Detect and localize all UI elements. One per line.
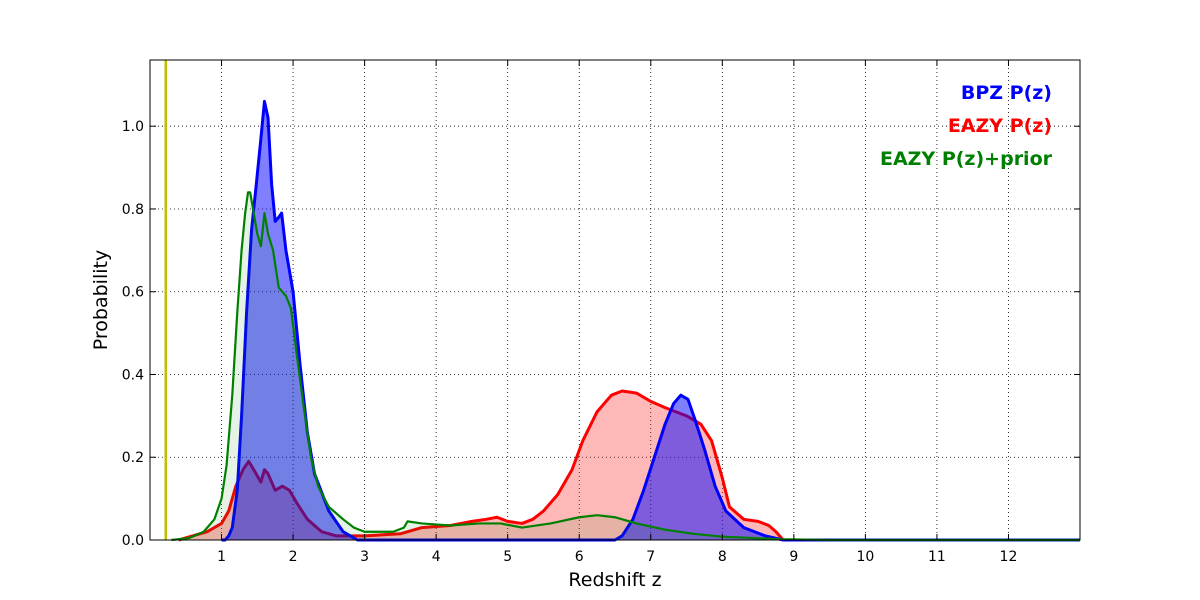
y-axis-label: Probability xyxy=(90,250,112,350)
x-tick-label: 2 xyxy=(289,549,298,565)
x-tick-label: 1 xyxy=(217,549,226,565)
legend-entry: EAZY P(z)+prior xyxy=(880,148,1053,170)
x-tick-label: 4 xyxy=(432,549,441,565)
y-tick-label: 0.4 xyxy=(122,367,144,383)
plot-area xyxy=(164,60,1081,542)
x-tick-label: 5 xyxy=(503,549,512,565)
y-tick-label: 0.6 xyxy=(122,285,144,301)
bpz-p-z-fill xyxy=(221,101,1081,540)
y-tick-label: 1.0 xyxy=(122,119,144,135)
grid-lines xyxy=(150,60,1080,541)
y-tick-label: 0.2 xyxy=(122,450,144,466)
x-tick-label: 12 xyxy=(1000,549,1018,565)
x-tick-label: 9 xyxy=(789,549,798,565)
eazy-p-z-fill xyxy=(178,391,1080,540)
x-tick-label: 6 xyxy=(575,549,584,565)
axes-border xyxy=(149,59,1081,541)
y-tick-label: 0.0 xyxy=(122,533,144,549)
x-tick-label: 8 xyxy=(718,549,727,565)
legend-entry: BPZ P(z) xyxy=(961,82,1052,104)
legend: BPZ P(z) EAZY P(z) EAZY P(z)+prior xyxy=(880,82,1053,170)
y-tick-label: 0.8 xyxy=(122,202,144,218)
legend-entry: EAZY P(z) xyxy=(948,115,1052,137)
x-tick-label: 3 xyxy=(360,549,369,565)
x-tick-label: 11 xyxy=(928,549,946,565)
x-tick-label: 10 xyxy=(856,549,874,565)
eazy-p-z-prior-fill xyxy=(171,192,1080,540)
axes-frame xyxy=(149,59,1081,541)
x-axis-label: Redshift z xyxy=(568,569,661,591)
tick-labels: 1 2 3 4 5 6 7 8 9 10 11 120.00.20.40.60.81.0 xyxy=(122,119,1018,565)
eazy-p-z-prior-line xyxy=(171,191,1080,542)
x-tick-label: 7 xyxy=(646,549,655,565)
